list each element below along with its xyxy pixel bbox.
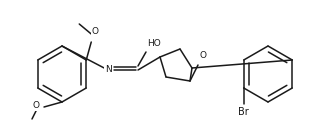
Text: N: N: [105, 66, 111, 75]
Text: Br: Br: [238, 107, 249, 117]
Text: HO: HO: [147, 39, 161, 49]
Text: O: O: [92, 27, 99, 37]
Text: O: O: [32, 102, 40, 111]
Text: O: O: [200, 51, 206, 61]
